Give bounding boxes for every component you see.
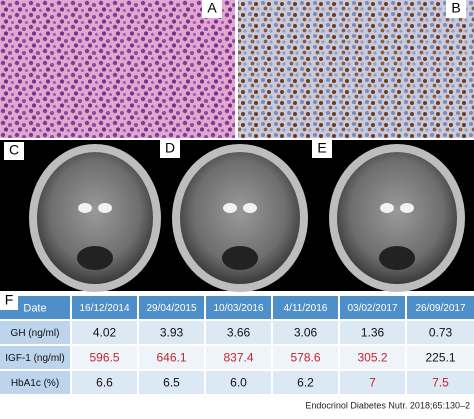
header-cell xyxy=(72,296,137,319)
cell-text: 6.5 xyxy=(163,376,180,390)
header-text: 29/04/2015 xyxy=(146,303,196,314)
cell-text: 837.4 xyxy=(223,351,253,365)
panel-label: A xyxy=(207,0,217,16)
panel-label: F xyxy=(5,292,14,308)
header-cell xyxy=(340,296,405,319)
header-text: Date xyxy=(23,302,46,314)
panel-label: D xyxy=(165,140,175,156)
label-box xyxy=(0,292,18,310)
histology-he xyxy=(0,0,235,138)
row-label-cell xyxy=(0,321,70,344)
cell-text: 4.02 xyxy=(93,326,117,340)
cell xyxy=(72,346,137,369)
cell xyxy=(340,321,405,344)
header-cell xyxy=(273,296,338,319)
label-box xyxy=(202,0,222,18)
cell xyxy=(340,371,405,394)
cell-text: 6.0 xyxy=(230,376,247,390)
cell-text: 646.1 xyxy=(156,351,186,365)
label-box xyxy=(446,0,466,18)
header-text: 16/12/2014 xyxy=(79,303,129,314)
cell xyxy=(72,321,137,344)
panel-label: C xyxy=(9,142,19,158)
row-label-cell xyxy=(0,371,70,394)
row-label: IGF-1 (ng/ml) xyxy=(5,353,64,364)
cell-text: 6.2 xyxy=(297,376,314,390)
cell xyxy=(139,321,204,344)
label-box xyxy=(160,140,180,158)
panel-label: B xyxy=(451,0,460,16)
cell xyxy=(273,346,338,369)
cell-text: 3.06 xyxy=(294,326,318,340)
cell xyxy=(407,346,474,369)
row-label: HbA1c (%) xyxy=(11,378,59,389)
cell-text: 305.2 xyxy=(357,351,387,365)
cell xyxy=(273,321,338,344)
cell xyxy=(206,321,271,344)
cell xyxy=(340,346,405,369)
cell-text: 225.1 xyxy=(425,351,455,365)
label-box xyxy=(312,140,332,158)
header-text: 26/09/2017 xyxy=(415,303,465,314)
header-cell xyxy=(139,296,204,319)
cell-text: 7 xyxy=(369,376,376,390)
citation: Endocrinol Diabetes Nutr. 2018;65:130–2 xyxy=(305,400,470,410)
header-cell xyxy=(206,296,271,319)
header-cell xyxy=(407,296,474,319)
cell-text: 6.6 xyxy=(96,376,113,390)
cell xyxy=(206,371,271,394)
cell-text: 1.36 xyxy=(361,326,385,340)
cell-text: 3.93 xyxy=(160,326,184,340)
row-label-cell xyxy=(0,346,70,369)
cell xyxy=(407,371,474,394)
cell xyxy=(139,371,204,394)
cell-text: 578.6 xyxy=(290,351,320,365)
cell xyxy=(206,346,271,369)
cell xyxy=(139,346,204,369)
row-label: GH (ng/ml) xyxy=(11,328,60,339)
cell-text: 596.5 xyxy=(89,351,119,365)
header-text: 03/02/2017 xyxy=(347,303,397,314)
panel-label: E xyxy=(317,140,326,156)
header-text: 4/11/2016 xyxy=(284,303,328,314)
cell xyxy=(72,371,137,394)
header-text: 10/03/2016 xyxy=(213,303,263,314)
cell xyxy=(273,371,338,394)
label-box xyxy=(4,142,24,160)
table: Date 16/12/2014 29/04/2015 10/03/2016 4/11/2… xyxy=(0,296,474,394)
cell xyxy=(407,321,474,344)
cell-text: 3.66 xyxy=(227,326,251,340)
histology-ihc xyxy=(238,0,474,138)
cell-text: 7.5 xyxy=(432,376,449,390)
mri-scans xyxy=(29,144,465,292)
cell-text: 0.73 xyxy=(429,326,453,340)
